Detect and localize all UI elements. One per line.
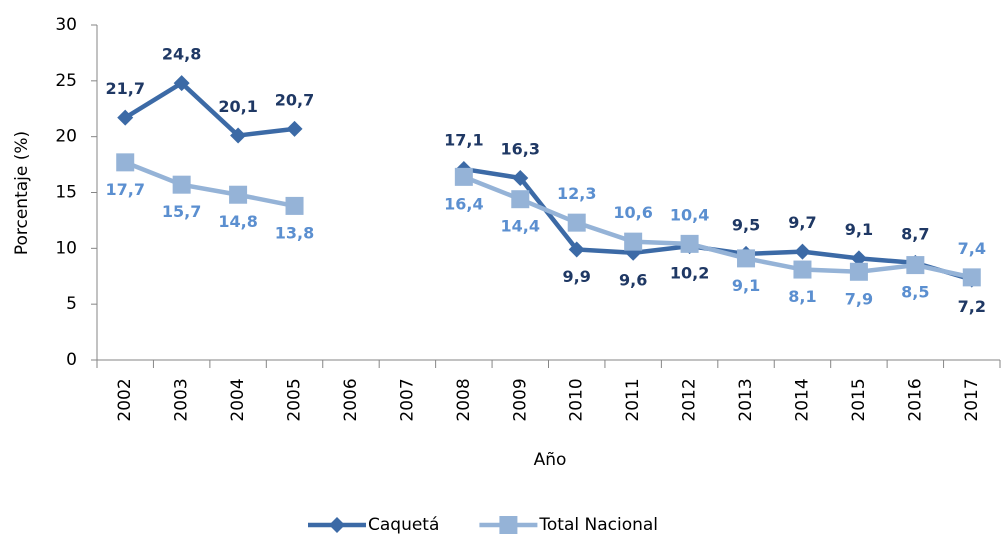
- x-tick-label: 2003: [172, 378, 192, 421]
- y-tick-label: 0: [66, 350, 77, 370]
- marker: [454, 167, 473, 186]
- value-label: 9,5: [732, 215, 760, 234]
- value-label: 9,9: [563, 267, 591, 286]
- marker: [511, 190, 530, 209]
- value-label: 10,2: [670, 264, 709, 283]
- marker: [737, 249, 756, 268]
- value-label: 15,7: [162, 202, 201, 221]
- value-label: 16,3: [501, 139, 540, 158]
- legend-label: Caquetá: [368, 515, 439, 535]
- marker: [286, 120, 303, 137]
- value-label: 16,4: [444, 194, 483, 213]
- value-label: 7,9: [845, 289, 873, 308]
- marker: [962, 268, 981, 287]
- y-axis-label: Porcentaje (%): [12, 131, 32, 255]
- marker: [680, 234, 699, 253]
- x-tick-label: 2012: [680, 378, 700, 421]
- x-tick-label: 2010: [567, 378, 587, 421]
- marker: [850, 250, 867, 267]
- marker: [906, 256, 925, 275]
- value-label: 9,7: [788, 213, 816, 232]
- marker: [172, 175, 191, 194]
- y-tick-label: 25: [55, 71, 77, 91]
- marker: [794, 243, 811, 260]
- x-tick-label: 2002: [115, 378, 135, 421]
- y-tick-label: 5: [66, 294, 77, 314]
- value-label: 8,1: [788, 287, 816, 306]
- x-tick-label: 2013: [736, 378, 756, 421]
- value-label: 9,6: [619, 270, 647, 289]
- value-label: 12,3: [557, 184, 596, 203]
- x-tick-label: 2007: [397, 378, 417, 421]
- value-label: 10,6: [613, 203, 652, 222]
- y-tick-label: 10: [55, 238, 77, 258]
- x-tick-label: 2004: [228, 378, 248, 421]
- legend-label: Total Nacional: [538, 515, 658, 535]
- value-label: 7,4: [958, 239, 986, 258]
- value-label: 20,7: [275, 90, 314, 109]
- y-tick-label: 20: [55, 127, 77, 147]
- x-tick-label: 2008: [454, 378, 474, 421]
- value-label: 17,7: [105, 180, 144, 199]
- value-label: 20,1: [218, 97, 257, 116]
- marker: [567, 213, 586, 232]
- y-tick-label: 30: [55, 15, 77, 35]
- marker: [512, 169, 529, 186]
- value-label: 8,7: [901, 224, 929, 243]
- marker: [229, 185, 248, 204]
- value-label: 14,4: [501, 217, 540, 236]
- marker: [568, 241, 585, 258]
- x-tick-label: 2005: [285, 378, 305, 421]
- marker: [173, 75, 190, 92]
- marker: [793, 260, 812, 279]
- marker: [329, 517, 345, 533]
- y-tick-label: 15: [55, 183, 77, 203]
- value-label: 9,1: [845, 220, 873, 239]
- value-label: 14,8: [218, 212, 257, 231]
- value-label: 8,5: [901, 283, 929, 302]
- value-label: 21,7: [105, 79, 144, 98]
- marker: [117, 109, 134, 126]
- x-tick-label: 2009: [510, 378, 530, 421]
- value-label: 24,8: [162, 45, 201, 64]
- x-tick-label: 2014: [792, 378, 812, 421]
- x-tick-label: 2011: [623, 378, 643, 421]
- marker: [624, 232, 643, 251]
- value-label: 13,8: [275, 223, 314, 242]
- marker: [230, 127, 247, 144]
- marker: [116, 153, 135, 172]
- value-label: 9,1: [732, 276, 760, 295]
- marker: [285, 196, 304, 215]
- x-tick-label: 2017: [962, 378, 982, 421]
- marker: [499, 516, 518, 534]
- x-tick-label: 2015: [849, 378, 869, 421]
- value-label: 7,2: [958, 297, 986, 316]
- value-label: 10,4: [670, 205, 709, 224]
- marker: [849, 262, 868, 281]
- value-label: 17,1: [444, 131, 483, 150]
- x-axis-label: Año: [534, 450, 567, 470]
- x-tick-label: 2006: [341, 378, 361, 421]
- x-tick-label: 2016: [905, 378, 925, 421]
- series-line: [124, 160, 973, 280]
